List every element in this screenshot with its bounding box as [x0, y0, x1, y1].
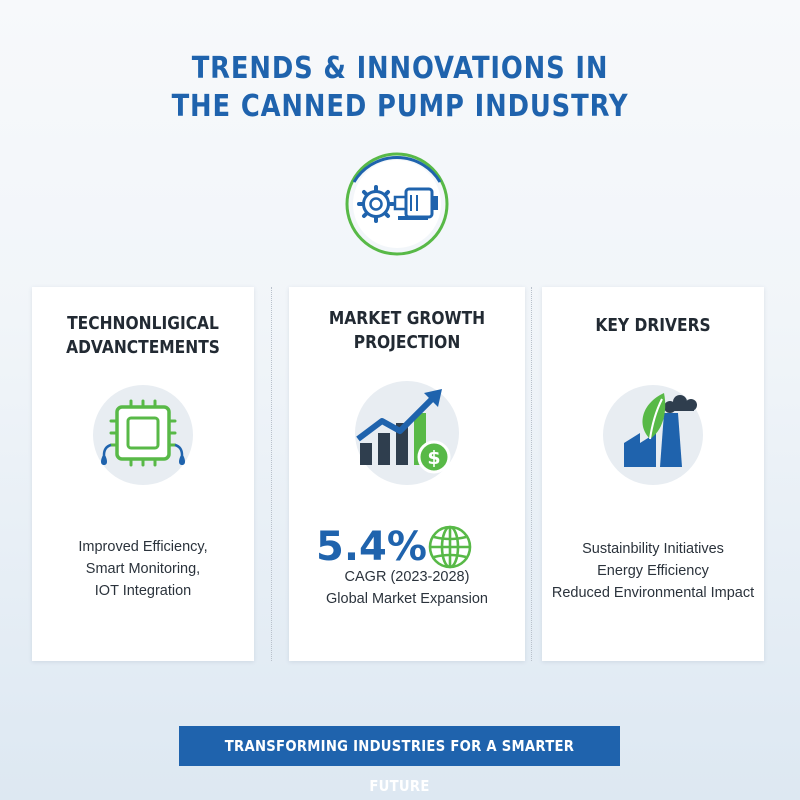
- card-description: CAGR (2023-2028) Global Market Expansion: [289, 566, 525, 610]
- card-text-line: CAGR (2023-2028): [344, 569, 470, 585]
- card-title-line-2: ADVANCTEMENTS: [66, 337, 220, 358]
- card-text-line: Improved Efficiency,: [78, 539, 208, 555]
- card-text-line: Smart Monitoring,: [85, 561, 201, 577]
- card-title: KEY DRIVERS: [558, 314, 749, 338]
- globe-icon: [428, 525, 472, 569]
- card-technological-advancements: TECHNONLIGICAL ADVANCTEMENTS Improved Ef…: [32, 287, 254, 661]
- card-text-line: Energy Efficiency: [597, 563, 709, 579]
- card-market-growth: MARKET GROWTH PROJECTION $ CAGR (2023-20…: [289, 287, 525, 661]
- card-title-line-1: KEY DRIVERS: [595, 315, 711, 336]
- card-title-line-2: PROJECTION: [353, 332, 461, 353]
- card-title: TECHNONLIGICAL ADVANCTEMENTS: [48, 312, 239, 360]
- cagr-value: 5.4%: [316, 524, 427, 570]
- card-description: Improved Efficiency, Smart Monitoring, I…: [32, 536, 254, 602]
- page-title: TRENDS & INNOVATIONS IN THE CANNED PUMP …: [56, 50, 744, 126]
- card-title-line-1: MARKET GROWTH: [328, 308, 486, 329]
- title-line-2: THE CANNED PUMP INDUSTRY: [171, 89, 629, 124]
- factory-leaf-icon: [603, 385, 703, 485]
- footer-banner-text: TRANSFORMING INDUSTRIES FOR A SMARTER FU…: [224, 737, 575, 795]
- card-text-line: IOT Integration: [94, 583, 192, 599]
- dotted-divider: [531, 287, 532, 661]
- dotted-divider: [271, 287, 272, 661]
- card-text-line: Sustainbility Initiatives: [582, 541, 724, 557]
- card-title-line-1: TECHNONLIGICAL: [67, 313, 219, 334]
- svg-text:$: $: [427, 447, 440, 469]
- title-line-1: TRENDS & INNOVATIONS IN: [191, 51, 609, 86]
- card-text-line: Reduced Environmental Impact: [551, 585, 755, 601]
- card-title: MARKET GROWTH PROJECTION: [306, 307, 509, 355]
- card-description: Sustainbility Initiatives Energy Efficie…: [542, 538, 764, 604]
- card-key-drivers: KEY DRIVERS Sustainbility Initiatives En…: [542, 287, 764, 661]
- microchip-icon: [93, 385, 193, 485]
- card-text-line: Global Market Expansion: [326, 591, 488, 607]
- footer-banner: TRANSFORMING INDUSTRIES FOR A SMARTER FU…: [179, 726, 620, 795]
- gear-pump-icon: [345, 152, 449, 256]
- growth-chart-icon: $: [355, 381, 459, 485]
